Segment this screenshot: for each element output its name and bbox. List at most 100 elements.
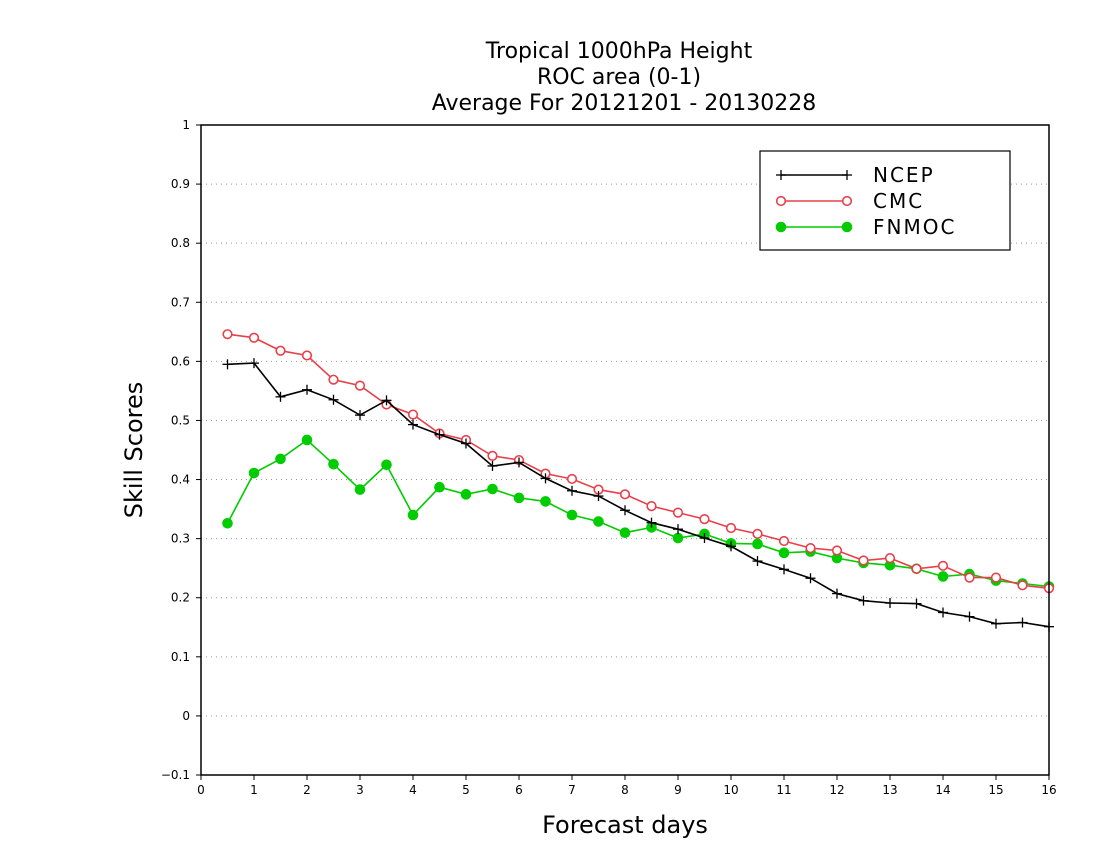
y-tick-label: 0.7 bbox=[171, 295, 190, 309]
data-point-fnmoc bbox=[434, 481, 445, 493]
plot-frame bbox=[200, 124, 1050, 776]
x-tick-label: 0 bbox=[197, 783, 205, 797]
data-point-cmc bbox=[566, 473, 578, 485]
data-point-ncep bbox=[408, 419, 418, 430]
y-tick-label: 0.4 bbox=[171, 473, 190, 487]
data-point-ncep bbox=[646, 517, 657, 528]
data-point-ncep bbox=[540, 473, 551, 484]
x-tick-label: 6 bbox=[515, 783, 523, 797]
data-point-ncep bbox=[779, 564, 789, 575]
data-point-cmc bbox=[937, 560, 949, 571]
data-point-fnmoc bbox=[778, 547, 790, 559]
data-point-ncep bbox=[620, 505, 630, 516]
x-tick-label: 11 bbox=[776, 783, 791, 797]
data-point-fnmoc bbox=[593, 516, 604, 527]
legend-marker bbox=[776, 170, 786, 180]
data-point-ncep bbox=[593, 491, 604, 502]
y-tick-label: 0.2 bbox=[171, 591, 190, 605]
x-tick-label: 2 bbox=[303, 783, 311, 797]
series-ncep bbox=[222, 358, 1054, 632]
y-tick-label: −0.1 bbox=[161, 768, 190, 782]
y-tick-label: 0.5 bbox=[171, 413, 190, 427]
data-point-cmc bbox=[407, 409, 419, 420]
legend-item-fnmoc: FNMOC bbox=[775, 215, 956, 239]
chart-title-line-3: Average For 20121201 - 20130228 bbox=[432, 91, 817, 116]
data-point-fnmoc bbox=[752, 538, 763, 550]
data-point-ncep bbox=[699, 533, 710, 544]
data-point-cmc bbox=[328, 374, 339, 385]
data-point-ncep bbox=[487, 460, 498, 471]
data-point-ncep bbox=[381, 395, 392, 406]
legend-marker bbox=[775, 221, 787, 233]
x-axis-label: Forecast days bbox=[542, 811, 708, 839]
data-point-cmc bbox=[354, 380, 366, 391]
data-point-cmc bbox=[778, 535, 790, 547]
legend-marker bbox=[842, 170, 852, 180]
x-tick-label: 16 bbox=[1041, 783, 1056, 797]
data-point-ncep bbox=[938, 607, 948, 618]
series-line-fnmoc bbox=[226, 438, 1050, 588]
data-point-ncep bbox=[567, 485, 577, 496]
y-tick-label: 0.1 bbox=[171, 650, 190, 664]
y-tick-marks bbox=[196, 124, 201, 776]
data-point-cmc bbox=[275, 345, 286, 356]
data-point-cmc bbox=[699, 514, 710, 525]
legend-marker bbox=[841, 221, 853, 233]
y-tick-label: 0.8 bbox=[171, 236, 190, 250]
data-point-fnmoc bbox=[354, 484, 366, 495]
data-point-ncep bbox=[911, 598, 922, 609]
data-point-cmc bbox=[487, 450, 498, 462]
x-tick-label: 8 bbox=[621, 783, 629, 797]
data-point-cmc bbox=[990, 572, 1002, 583]
data-point-ncep bbox=[726, 541, 736, 552]
x-tick-label: 9 bbox=[674, 783, 682, 797]
data-point-cmc bbox=[725, 522, 737, 534]
data-point-ncep bbox=[461, 438, 471, 449]
x-tick-marks bbox=[200, 775, 1050, 780]
grid bbox=[201, 183, 1049, 717]
data-point-fnmoc bbox=[513, 492, 525, 504]
data-point-fnmoc bbox=[460, 489, 472, 500]
y-tick-label: 0.6 bbox=[171, 354, 190, 368]
x-tick-label: 13 bbox=[882, 783, 897, 797]
data-point-cmc bbox=[831, 545, 843, 556]
data-point-ncep bbox=[514, 457, 524, 468]
x-tick-label: 7 bbox=[568, 783, 576, 797]
data-point-fnmoc bbox=[407, 509, 419, 521]
data-point-ncep bbox=[805, 573, 816, 584]
data-point-fnmoc bbox=[381, 459, 392, 471]
legend-label: CMC bbox=[873, 189, 924, 213]
data-point-fnmoc bbox=[540, 496, 551, 507]
legend-item-ncep: NCEP bbox=[776, 163, 933, 187]
data-point-cmc bbox=[884, 553, 896, 564]
data-point-cmc bbox=[752, 528, 763, 540]
y-tick-label: 0 bbox=[182, 709, 190, 723]
data-point-ncep bbox=[275, 391, 286, 402]
data-point-cmc bbox=[672, 507, 684, 518]
data-point-ncep bbox=[885, 598, 895, 609]
y-tick-label: 0.9 bbox=[171, 177, 190, 191]
data-point-fnmoc bbox=[248, 467, 260, 479]
legend-label: FNMOC bbox=[873, 215, 956, 239]
series-layer bbox=[222, 329, 1055, 632]
data-point-cmc bbox=[619, 489, 631, 500]
data-point-ncep bbox=[752, 556, 763, 567]
data-point-ncep bbox=[302, 384, 312, 395]
series-cmc bbox=[222, 329, 1055, 594]
data-point-ncep bbox=[858, 595, 869, 606]
data-point-ncep bbox=[434, 429, 445, 440]
legend-item-cmc: CMC bbox=[775, 189, 924, 213]
data-point-fnmoc bbox=[222, 517, 233, 529]
data-point-ncep bbox=[673, 524, 683, 535]
data-point-cmc bbox=[805, 542, 816, 554]
data-point-fnmoc bbox=[275, 453, 286, 465]
series-line-ncep bbox=[227, 362, 1050, 628]
x-tick-label: 3 bbox=[356, 783, 364, 797]
data-point-ncep bbox=[355, 410, 365, 421]
chart-title-line-1: Tropical 1000hPa Height bbox=[485, 39, 753, 64]
data-point-fnmoc bbox=[619, 527, 631, 539]
x-tick-label: 4 bbox=[409, 783, 417, 797]
data-point-fnmoc bbox=[672, 532, 684, 544]
data-point-ncep bbox=[1017, 617, 1028, 628]
